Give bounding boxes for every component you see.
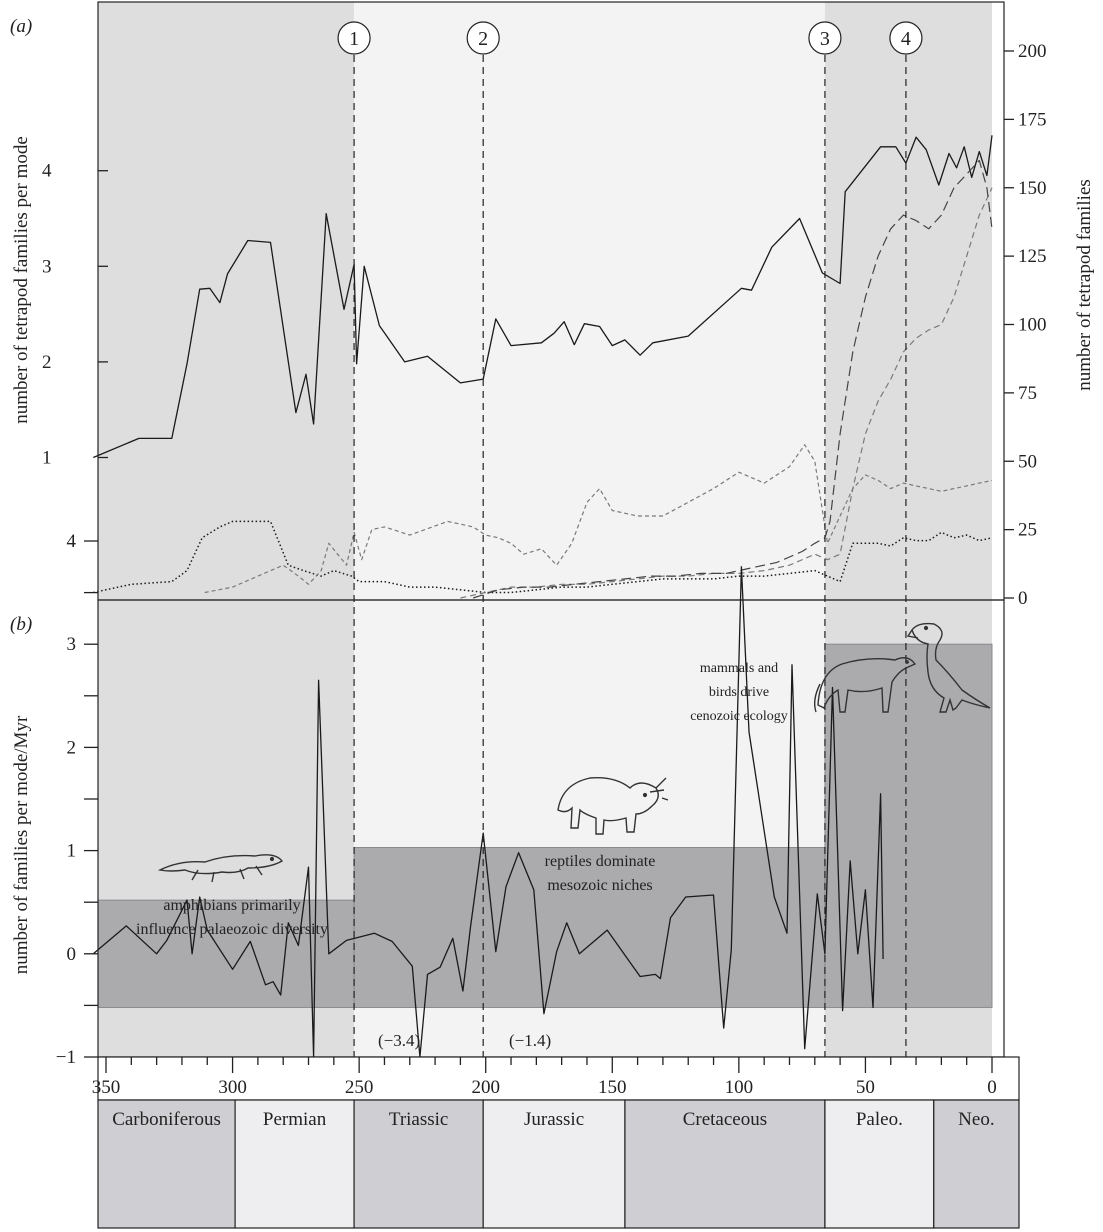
panel-b-label: (b): [10, 614, 32, 635]
period-cell: [482, 1099, 626, 1229]
y-axis-label-b: number of families per mode/Myr: [11, 715, 32, 974]
panel-a-series-long-dashed: [472, 159, 993, 599]
y-tick-label-left-a: 4: [42, 161, 52, 182]
period-label: Neo.: [958, 1109, 994, 1130]
y-tick-label-right-a: 0: [1018, 588, 1028, 609]
y-tick-label-left-a: 3: [42, 256, 52, 277]
y-tick-label-right-a: 200: [1018, 41, 1047, 62]
extinction-events: 1 2 3 4: [337, 21, 923, 1057]
period-label: Cretaceous: [683, 1109, 767, 1130]
annotation-jurassic-value: (−1.4): [509, 1031, 551, 1050]
y-axis-label-left-a: number of tetrapod families per mode: [11, 136, 32, 424]
y-tick-label-right-a: 75: [1018, 383, 1037, 404]
x-tick-label: 300: [218, 1077, 247, 1098]
event-label: 2: [478, 28, 488, 50]
period-cell: [97, 1099, 236, 1229]
event-label: 1: [349, 28, 359, 50]
period-label: Permian: [263, 1109, 327, 1130]
event-marker: [466, 21, 500, 55]
event-label: 4: [901, 28, 911, 50]
y-tick-label-right-a: 175: [1018, 109, 1047, 130]
y-tick-label-right-a: 100: [1018, 315, 1047, 336]
x-tick-label: 150: [598, 1077, 627, 1098]
event-marker: [808, 21, 842, 55]
annotation-triassic-value: (−3.4): [378, 1031, 420, 1050]
y-tick-label-right-a: 25: [1018, 520, 1037, 541]
note-mammals-line3: cenozoic ecology: [690, 709, 788, 724]
y-tick-label-b: 4: [67, 531, 77, 552]
event-marker: [337, 21, 371, 55]
x-tick-label: 50: [856, 1077, 875, 1098]
period-cell: [824, 1099, 935, 1229]
event-marker: [889, 21, 923, 55]
period-cell: [234, 1099, 355, 1229]
y-tick-label-right-a: 150: [1018, 178, 1047, 199]
panel-a-series-dashed-light: [204, 444, 993, 594]
variance-band: [353, 847, 826, 1008]
event-label: 3: [820, 28, 830, 50]
y-axis-label-right-a: number of tetrapod families: [1074, 179, 1095, 391]
panel-a-label: (a): [10, 16, 32, 37]
period-cell: [933, 1099, 1020, 1229]
x-tick-label: 100: [725, 1077, 754, 1098]
period-cell: [624, 1099, 826, 1229]
era-background: [98, 2, 355, 1057]
note-reptiles-line2: mesozoic niches: [547, 877, 652, 894]
panel-b-series: [92, 566, 884, 1058]
period-label: Carboniferous: [112, 1109, 221, 1130]
note-amphibians-line2: influence palaeozoic diversity: [136, 921, 328, 938]
amphibian-icon: [157, 854, 284, 883]
x-tick-label: 0: [987, 1077, 997, 1098]
period-label: Jurassic: [524, 1109, 584, 1130]
y-tick-label-left-a: 2: [42, 352, 52, 373]
note-mammals-line2: birds drive: [709, 685, 769, 700]
y-tick-label-b: 1: [67, 841, 77, 862]
y-tick-label-b: 2: [67, 737, 77, 758]
bird-icon: [906, 622, 991, 713]
y-tick-label-b: 0: [67, 944, 77, 965]
y-tick-label-right-a: 50: [1018, 451, 1037, 472]
y-tick-label-b: 3: [67, 634, 77, 655]
y-tick-label-b: −1: [56, 1047, 76, 1068]
triceratops-icon: [557, 777, 669, 835]
period-label: Paleo.: [856, 1109, 903, 1130]
note-reptiles-line1: reptiles dominate: [545, 853, 656, 870]
variance-band: [824, 643, 993, 1008]
data-lines: [92, 135, 993, 1058]
x-tick-label: 350: [92, 1077, 121, 1098]
note-mammals-line1: mammals and: [700, 661, 778, 676]
y-tick-label-right-a: 125: [1018, 246, 1047, 267]
period-label: Triassic: [389, 1109, 448, 1130]
variance-bands: [97, 643, 993, 1008]
note-amphibians-line1: amphibians primarily: [163, 897, 300, 914]
panel-a-series-solid: [93, 135, 993, 459]
x-tick-label: 200: [471, 1077, 500, 1098]
x-tick-label: 250: [345, 1077, 374, 1098]
mammal-icon: [813, 657, 917, 713]
y-tick-label-left-a: 1: [42, 448, 52, 469]
